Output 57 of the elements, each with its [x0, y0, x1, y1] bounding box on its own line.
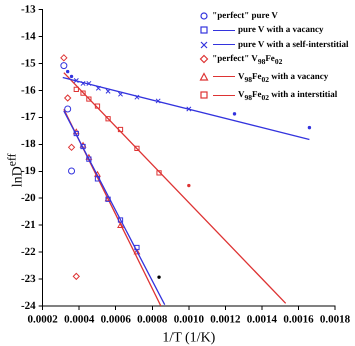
- y-tick-label: -22: [20, 246, 36, 258]
- point: [134, 146, 140, 151]
- x-tick-label: 0.0016: [283, 313, 314, 326]
- legend-label: V$_{98}$Fe$_{02}$ with a vacancy: [238, 70, 328, 84]
- x-tick-label: 0.0002: [28, 313, 58, 326]
- legend-label: pure V with a vacancy: [238, 24, 324, 34]
- point: [118, 92, 124, 97]
- point: [60, 62, 68, 70]
- legend-label: "perfect" V$_{98}$Fe$_{02}$: [212, 52, 282, 66]
- y-tick-label: -19: [20, 165, 36, 178]
- y-tick-label: -14: [20, 30, 36, 42]
- y-tick-label: -13: [20, 3, 36, 16]
- legend-label: pure V with a self-interstitial: [238, 38, 348, 49]
- point: [94, 103, 100, 109]
- legend-label: V$_{98}$Fe$_{02}$ with a interstitial: [238, 89, 338, 102]
- y-tick-label: -15: [20, 57, 36, 70]
- x-tick-label: 0.0014: [246, 313, 278, 326]
- y-tick-label: -17: [20, 111, 36, 124]
- point: [80, 90, 86, 96]
- point: [117, 222, 124, 228]
- x-tick-label: 0.0008: [137, 313, 168, 326]
- point: [80, 80, 86, 86]
- point: [86, 96, 92, 102]
- x-tick-label: 0.0010: [174, 313, 204, 326]
- y-tick-label: -18: [20, 138, 36, 150]
- point: [105, 116, 111, 122]
- x-tick-label: 0.0018: [320, 313, 351, 326]
- point: [134, 248, 140, 254]
- point: [134, 244, 140, 250]
- x-tick-label: 0.0012: [210, 313, 241, 326]
- point: [68, 168, 76, 175]
- point: [86, 156, 92, 162]
- y-tick-label: -20: [20, 192, 36, 204]
- point: [186, 106, 192, 112]
- x-tick-label: 0.0006: [100, 313, 132, 326]
- point: [74, 130, 79, 136]
- y-tick-label: -24: [20, 300, 36, 312]
- point: [118, 217, 124, 223]
- point: [86, 154, 92, 160]
- y-tick-label: -16: [20, 84, 36, 96]
- y-tick-label: -23: [20, 272, 36, 285]
- point: [96, 86, 102, 91]
- point: [105, 88, 111, 94]
- legend-label: "perfect" pure V: [212, 10, 278, 20]
- y-tick-label: -21: [20, 219, 36, 232]
- point: [72, 272, 80, 280]
- point: [60, 54, 68, 62]
- point: [94, 171, 101, 177]
- point: [64, 106, 72, 113]
- point: [94, 176, 100, 182]
- point: [68, 144, 76, 151]
- x-tick-label: 0.0004: [64, 313, 95, 326]
- point: [118, 126, 124, 132]
- point: [74, 86, 79, 92]
- point: [64, 94, 72, 102]
- point: [156, 170, 162, 176]
- x-axis-title: 1/T (1/K): [162, 330, 216, 346]
